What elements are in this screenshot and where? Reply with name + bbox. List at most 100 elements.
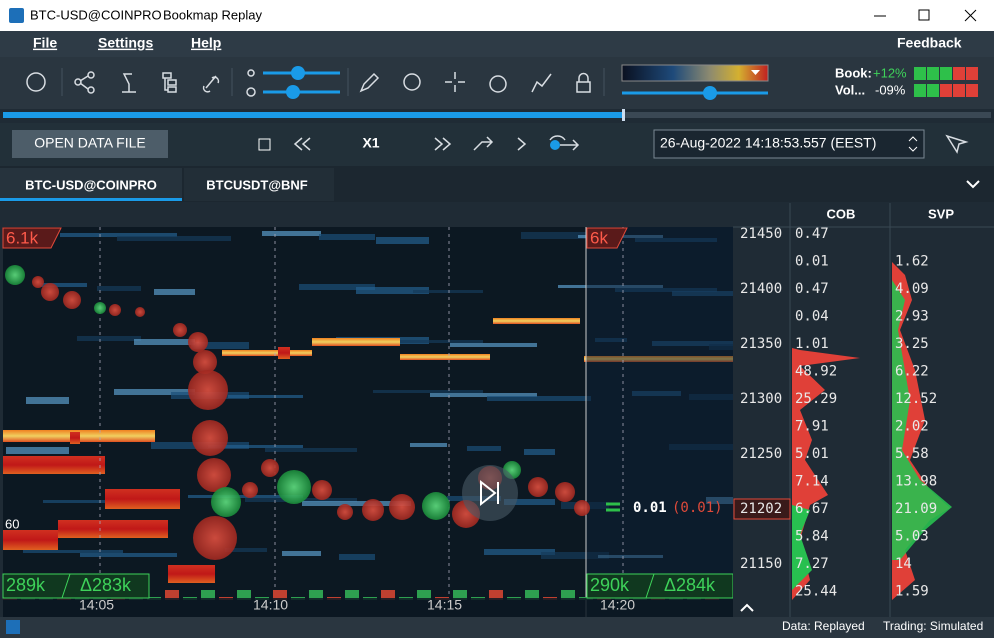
progress-fill [3, 112, 624, 118]
play-overlay[interactable] [462, 465, 518, 521]
colormap[interactable] [622, 65, 768, 81]
time-label: 14:15 [427, 597, 462, 613]
trade-bubble [422, 492, 450, 520]
liquidity-band [70, 432, 80, 444]
trade-bubble [173, 323, 187, 337]
trade-bubble [211, 487, 241, 517]
delta-label: Δ283k [80, 575, 132, 595]
liquidity-noise [487, 396, 591, 401]
trade-bubble [192, 420, 228, 456]
svp-value: 1.62 [895, 254, 929, 270]
info-icon[interactable] [6, 620, 20, 634]
future-shade [586, 227, 733, 617]
trade-bubble [41, 283, 59, 301]
trade-bubble [32, 276, 44, 288]
max-label: 6k [590, 228, 608, 247]
liquidity-noise [524, 449, 555, 455]
cob-value: 5.84 [795, 529, 829, 545]
cob-value: 6.67 [795, 501, 829, 517]
cob-header: COB [827, 206, 856, 221]
book-label: Book: [835, 65, 872, 80]
liquidity-noise [228, 395, 303, 398]
trade-bubble [528, 477, 548, 497]
menu-item[interactable]: File [33, 35, 57, 51]
price-label: 21250 [740, 446, 782, 462]
liquidity-band [493, 318, 580, 324]
cob-value: 7.14 [795, 474, 829, 490]
window-title: BTC-USD@COINPRO [30, 7, 162, 22]
svp-value: 5.03 [895, 529, 929, 545]
trade-bubble [63, 291, 81, 309]
volume-label: 289k [6, 575, 46, 595]
meter-cell [953, 84, 965, 97]
liquidity-noise [154, 289, 195, 295]
liquidity-noise [413, 290, 483, 293]
liquidity-noise [393, 340, 483, 343]
datetime: 26-Aug-2022 14:18:53.557 (EEST) [660, 135, 876, 151]
menu-item[interactable]: Settings [98, 35, 153, 51]
cob-value: 25.29 [795, 391, 837, 407]
tab-underline [0, 198, 182, 201]
size-marker: 60 [5, 516, 19, 531]
trade-bubble [188, 370, 228, 410]
cob-value: 7.91 [795, 419, 829, 435]
liquidity-noise [373, 390, 483, 393]
cob-value: 7.27 [795, 556, 829, 572]
vol-change: -09% [875, 82, 906, 97]
trade-bubble [389, 494, 415, 520]
time-label: 14:10 [253, 597, 288, 613]
liquidity-noise [265, 448, 357, 452]
liquidity-noise [117, 236, 231, 241]
slider-knob[interactable] [291, 66, 305, 80]
cob-value: 25.44 [795, 584, 837, 600]
meter-cell [940, 67, 952, 80]
slider-knob[interactable] [286, 85, 300, 99]
liquidity-noise [376, 237, 429, 244]
liquidity-band [58, 520, 168, 538]
liquidity-band [400, 354, 490, 360]
cob-value: 0.01 [795, 254, 829, 270]
trade-bubble [277, 470, 311, 504]
price-label: 21400 [740, 281, 782, 297]
cob-value: 0.04 [795, 309, 829, 325]
slider-knob[interactable] [703, 86, 717, 100]
trade-bubble [135, 307, 145, 317]
liquidity-noise [467, 446, 501, 451]
liquidity-noise [410, 443, 447, 447]
speed[interactable]: X1 [362, 135, 379, 151]
cob-value: 1.01 [795, 336, 829, 352]
svp-value: 6.22 [895, 364, 929, 380]
menu-item[interactable]: Help [191, 35, 221, 51]
progress-handle[interactable] [622, 109, 625, 121]
meter-cell [966, 84, 978, 97]
app-icon [9, 8, 24, 23]
trade-bubble [312, 480, 332, 500]
status-data: Data: Replayed [782, 619, 865, 633]
liquidity-band [168, 565, 215, 583]
price-label: 21202 [740, 501, 782, 517]
meter-cell [927, 84, 939, 97]
svp-value: 3.25 [895, 336, 929, 352]
trade-bubble [94, 302, 106, 314]
svp-header: SVP [928, 206, 954, 221]
liquidity-noise [450, 343, 537, 347]
meter-cell [927, 67, 939, 80]
liquidity-band [105, 489, 180, 509]
book-change: +12% [873, 65, 907, 80]
trade-bubble [261, 459, 279, 477]
liquidity-noise [282, 551, 321, 556]
cob-value: 48.92 [795, 364, 837, 380]
feedback[interactable]: Feedback [897, 35, 962, 51]
meter-cell [966, 67, 978, 80]
cob-value: 5.01 [795, 446, 829, 462]
price-label: 21300 [740, 391, 782, 407]
app-name: Bookmap Replay [163, 7, 262, 22]
svp-value: 2.93 [895, 309, 929, 325]
cob-value: 0.47 [795, 226, 829, 242]
liquidity-band [278, 347, 290, 359]
ladder [733, 203, 994, 617]
liquidity-noise [339, 554, 375, 560]
vol-label: Vol... [835, 82, 865, 97]
live-dot[interactable] [550, 140, 560, 150]
